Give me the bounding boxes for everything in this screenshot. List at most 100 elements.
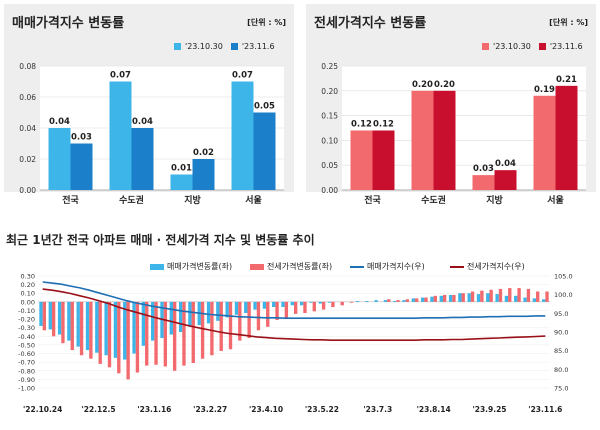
- legend-swatch-1106: [538, 43, 546, 50]
- x-tick-label: '22.10.24: [23, 405, 62, 414]
- category-label: 수도권: [421, 194, 446, 206]
- lease-rate-bar: [396, 300, 400, 302]
- lease-rate-bar: [545, 291, 549, 302]
- sale-rate-bar: [309, 301, 313, 303]
- sale-rate-bar: [299, 301, 304, 306]
- x-tick-label: '23.4.10: [249, 405, 283, 414]
- trend-legend-label: 매매가격변동률(좌): [167, 262, 233, 271]
- sale-rate-bar: [76, 301, 80, 347]
- lease-rate-bar: [61, 301, 65, 344]
- sale-rate-bar: [402, 300, 406, 302]
- trend-legend-swatch: [250, 263, 264, 270]
- lease-change-header: 전세가격지수 변동률 [단위 : %]: [306, 4, 596, 40]
- y-left-tick-label: 0.00: [21, 298, 35, 306]
- sale-rate-bar: [39, 301, 43, 326]
- sale-rate-bar: [430, 296, 434, 302]
- lease-rate-bar: [238, 301, 242, 341]
- sale-rate-bar: [467, 293, 471, 302]
- bar-value-label: 0.04: [495, 159, 516, 169]
- y-tick-label: 0.08: [19, 62, 36, 71]
- sale-rate-bar: [141, 301, 146, 346]
- bar-value-label: 0.07: [232, 71, 253, 81]
- trend-legend-label: 전세가격변동률(좌): [267, 262, 333, 271]
- lease-rate-bar: [517, 288, 521, 302]
- sale-rate-bar: [281, 301, 285, 308]
- bar-1030: [411, 90, 434, 190]
- sale-rate-bar: [486, 293, 490, 302]
- bar-value-label: 0.20: [412, 80, 433, 90]
- category-label: 전국: [62, 194, 79, 206]
- lease-rate-bar: [247, 301, 251, 339]
- trend-legend-lease-index: 전세가격지수(우): [450, 261, 525, 272]
- y-left-tick-label: -1.00: [18, 385, 35, 393]
- lease-rate-bar: [433, 295, 437, 302]
- sale-rate-bar: [374, 300, 378, 302]
- lease-rate-bar: [210, 301, 214, 356]
- sale-change-panel: 매매가격지수 변동률 [단위 : %] '23.10.30 '23.11.6 0…: [4, 4, 294, 206]
- sale-rate-bar: [365, 300, 369, 302]
- trend-legend-label: 매매가격지수(우): [367, 262, 425, 271]
- lease-rate-bar: [70, 301, 74, 351]
- lease-rate-bar: [154, 301, 158, 365]
- lease-rate-bar: [228, 301, 233, 350]
- x-tick-label: '23.5.22: [305, 405, 339, 414]
- sale-rate-bar: [290, 301, 294, 306]
- sale-rate-bar: [476, 294, 481, 302]
- bar-value-label: 0.12: [351, 119, 372, 129]
- bar-1106: [555, 85, 578, 190]
- sale-rate-bar: [95, 301, 99, 353]
- x-tick-label: '23.7.3: [363, 405, 392, 414]
- bar-1106: [494, 170, 517, 190]
- lease-rate-bar: [536, 291, 540, 302]
- sale-rate-bar: [151, 301, 155, 341]
- y-right-tick-label: 105.0: [554, 273, 573, 281]
- legend-swatch-1030: [482, 43, 489, 50]
- bar-value-label: 0.05: [254, 102, 275, 112]
- y-left-tick-label: -0.50: [18, 341, 35, 349]
- x-tick-label: '23.1.16: [137, 405, 171, 414]
- bar-1030: [109, 81, 132, 190]
- category-label: 지방: [184, 194, 201, 206]
- trend-legend-label: 전세가격지수(우): [467, 262, 525, 271]
- bar-value-label: 0.04: [132, 117, 153, 127]
- trend-legend-lease-rate: 전세가격변동률(좌): [250, 261, 332, 272]
- bar-1106: [253, 112, 276, 190]
- bar-1030: [170, 174, 193, 190]
- category-label: 서울: [245, 194, 262, 206]
- y-left-tick-label: 0.30: [21, 273, 35, 281]
- lease-rate-bar: [452, 294, 456, 302]
- x-tick-label: '23.2.27: [193, 405, 227, 414]
- y-right-tick-label: 90.0: [554, 329, 568, 337]
- sale-rate-bar: [393, 300, 397, 302]
- y-left-tick-label: -0.30: [18, 324, 35, 332]
- bar-value-label: 0.19: [534, 85, 555, 95]
- lease-rate-bar: [42, 301, 47, 331]
- lease-rate-bar: [117, 301, 121, 374]
- legend-label-1106: '23.11.6: [549, 42, 583, 51]
- sale-rate-bar: [85, 301, 90, 351]
- trend-chart: 0.300.200.100.00-0.10-0.20-0.30-0.40-0.5…: [18, 273, 573, 415]
- legend-label-1030: '23.10.30: [185, 42, 223, 51]
- lease-rate-bar: [303, 301, 307, 314]
- lease-rate-bar: [526, 288, 531, 302]
- x-tick-label: '23.8.14: [417, 405, 451, 414]
- y-left-tick-label: -0.70: [18, 359, 35, 367]
- lease-rate-bar: [51, 301, 56, 337]
- y-left-tick-label: -0.90: [18, 376, 35, 384]
- trend-legend-swatch: [350, 265, 364, 268]
- lease-rate-bar: [442, 294, 447, 302]
- sale-rate-bar: [514, 295, 518, 302]
- lease-rate-bar: [219, 301, 223, 351]
- trend-legend-sale-index: 매매가격지수(우): [350, 261, 425, 272]
- bar-value-label: 0.12: [373, 119, 394, 129]
- category-label: 전국: [364, 194, 381, 206]
- sale-rate-bar: [448, 294, 453, 302]
- y-left-tick-label: -0.10: [18, 307, 35, 315]
- sale-rate-bar: [178, 301, 183, 332]
- y-tick-label: 0.02: [19, 155, 36, 164]
- bar-1106: [131, 128, 154, 190]
- lease-rate-bar: [424, 297, 428, 302]
- lease-rate-bar: [275, 301, 279, 320]
- sale-index-line: [42, 281, 546, 320]
